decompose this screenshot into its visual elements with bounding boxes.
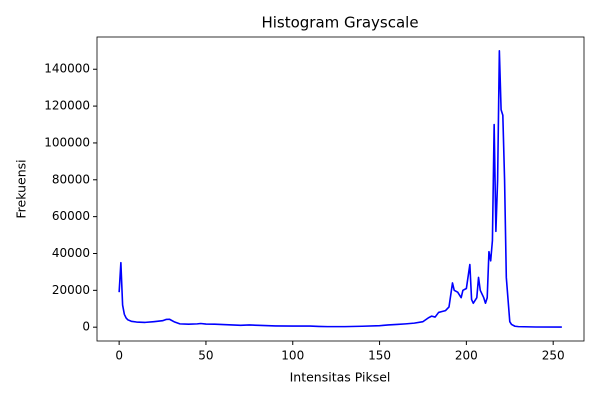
- y-tick-label: 100000: [44, 135, 90, 149]
- x-tick-label: 100: [281, 349, 304, 363]
- y-tick-label: 140000: [44, 62, 90, 76]
- y-tick-label: 120000: [44, 99, 90, 113]
- data-line: [118, 50, 562, 328]
- y-tick-label: 0: [82, 320, 90, 334]
- x-tick-label: 250: [542, 349, 565, 363]
- chart-title: Histogram Grayscale: [261, 14, 418, 32]
- y-tick-label: 40000: [52, 246, 90, 260]
- x-tick-label: 200: [455, 349, 478, 363]
- x-tick-label: 0: [115, 349, 123, 363]
- y-tick-label: 80000: [52, 172, 90, 186]
- y-tick-label: 20000: [52, 283, 90, 297]
- y-tick-label: 60000: [52, 209, 90, 223]
- axes-frame: [96, 36, 585, 342]
- x-tick-label: 150: [368, 349, 391, 363]
- y-axis-label: Frekuensi: [14, 159, 29, 218]
- x-axis-label: Intensitas Piksel: [290, 370, 391, 385]
- x-tick-label: 50: [198, 349, 213, 363]
